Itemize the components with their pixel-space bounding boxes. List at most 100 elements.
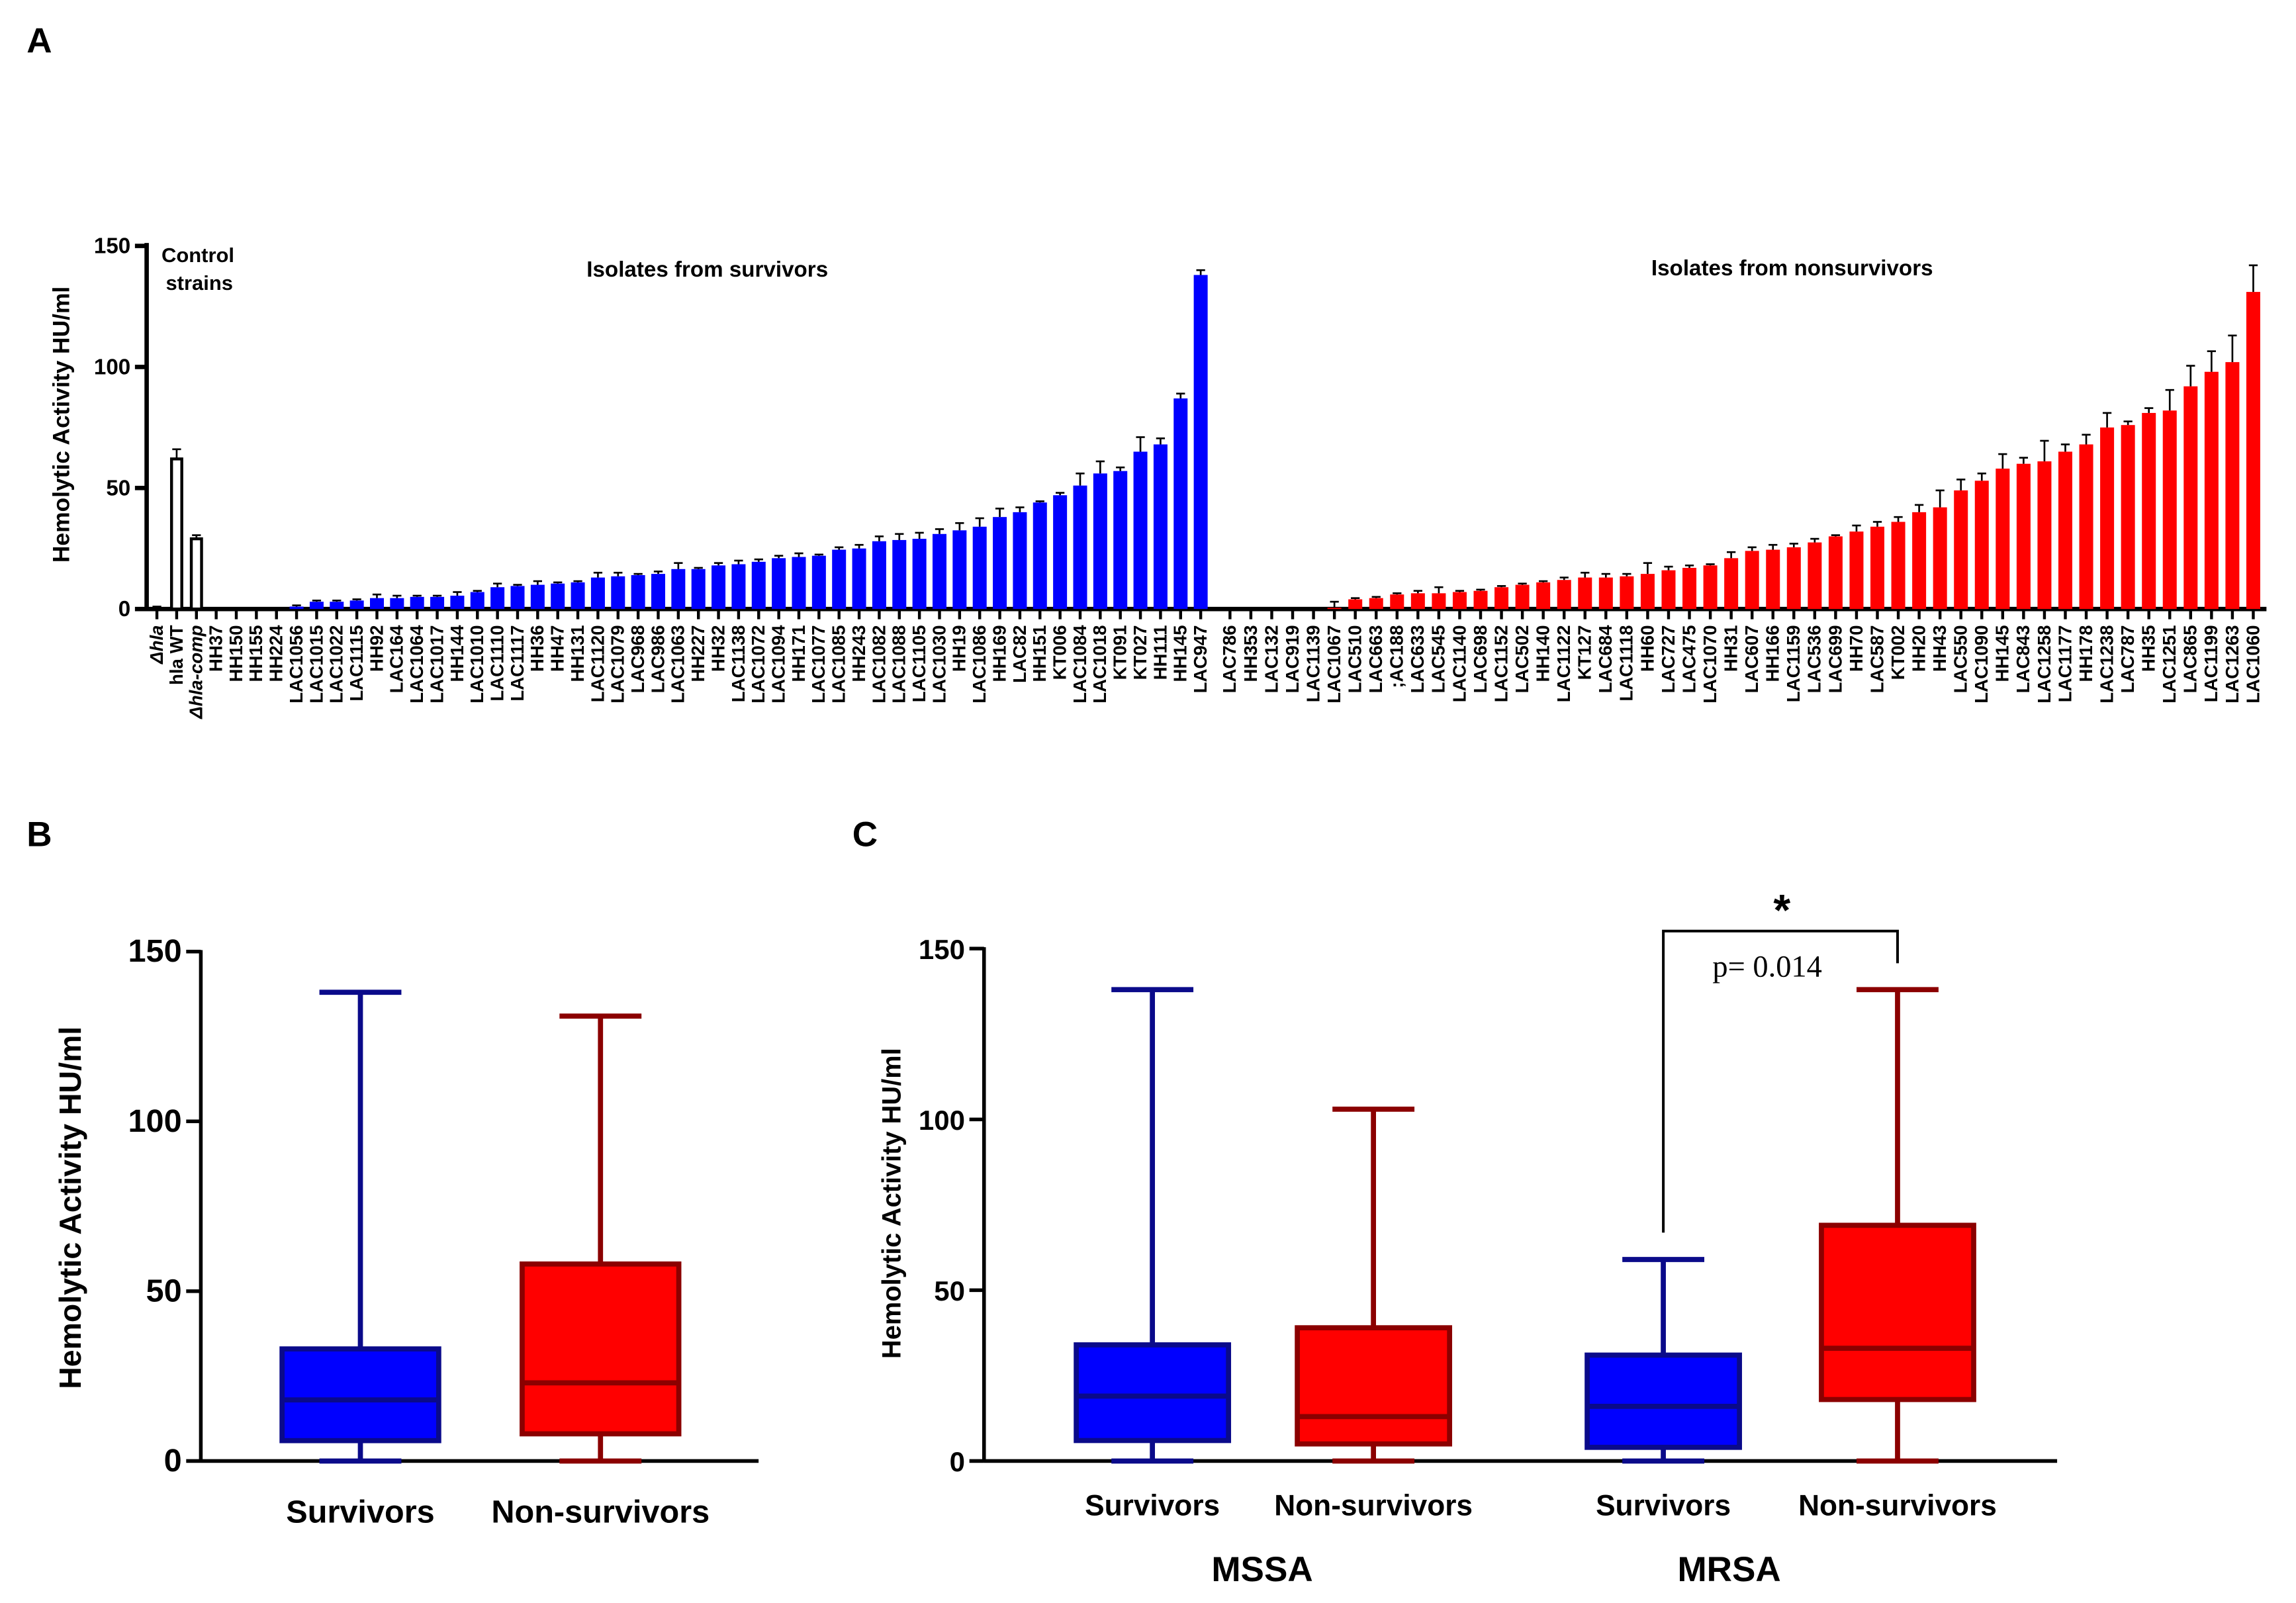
bar-LAC1085 bbox=[832, 549, 847, 610]
y-tick-label: 0 bbox=[164, 1443, 182, 1479]
x-tick-label: LAC1017 bbox=[426, 625, 447, 703]
x-tick-label: LAC132 bbox=[1261, 625, 1281, 693]
bar-HH145 bbox=[1996, 469, 2010, 610]
bar-LAC1064 bbox=[410, 596, 424, 610]
bar-LAC1122 bbox=[1557, 580, 1571, 610]
x-tick-label: LAC1251 bbox=[2159, 625, 2180, 703]
box-Survivors bbox=[279, 1346, 441, 1443]
x-tick-label: LAC1018 bbox=[1089, 625, 1110, 703]
x-tick-label: LAC1086 bbox=[969, 625, 989, 703]
bar-LAC1063 bbox=[671, 569, 686, 610]
x-tick-label: HH243 bbox=[849, 625, 869, 682]
bar-KT027 bbox=[1133, 451, 1148, 610]
x-tick-label: LAC1115 bbox=[346, 625, 367, 701]
bar-LAC843 bbox=[2016, 463, 2031, 610]
x-tick-label: LAC536 bbox=[1804, 625, 1825, 693]
x-tick-label: KT091 bbox=[1110, 625, 1130, 680]
bar-LAC1159 bbox=[1786, 547, 1801, 610]
x-tick-label: LAC1118 bbox=[1616, 625, 1637, 701]
bar-LAC1086 bbox=[972, 526, 987, 610]
box-Non-survivors bbox=[1295, 1325, 1453, 1447]
bar-LAC1072 bbox=[751, 561, 766, 610]
bar-LAC1138 bbox=[731, 564, 746, 610]
x-tick-label: LAC1177 bbox=[2054, 625, 2075, 702]
panel-a-bar-chart: Hemolytic Activity HU/ml Control strains… bbox=[48, 234, 2267, 719]
x-tick-label: HH47 bbox=[547, 625, 568, 672]
x-tick-label: LAC1152 bbox=[1491, 625, 1511, 702]
x-tick-label: LAC1082 bbox=[868, 625, 889, 703]
x-tick-label: LAC1122 bbox=[1553, 625, 1574, 702]
x-tick-label: HH60 bbox=[1637, 625, 1657, 672]
x-tick-label: LAC663 bbox=[1365, 625, 1386, 693]
x-tick-label: LAC1067 bbox=[1324, 625, 1344, 703]
bar-LAC684 bbox=[1598, 577, 1613, 610]
bar-LAC607 bbox=[1745, 551, 1759, 610]
x-tick-label: HH31 bbox=[1720, 625, 1741, 672]
bar-LAC502 bbox=[1515, 584, 1530, 610]
y-axis-label: Hemolytic Activity HU/ml bbox=[48, 287, 74, 563]
x-tick-label: Survivors bbox=[1085, 1489, 1220, 1522]
x-tick-label: KT027 bbox=[1130, 625, 1150, 680]
x-tick-label: LAC843 bbox=[2013, 625, 2033, 693]
bar-LAC1115 bbox=[349, 600, 364, 610]
x-tick-label: Non-survivors bbox=[1274, 1489, 1473, 1522]
x-tick-label: LAC1258 bbox=[2034, 625, 2054, 703]
y-tick-label: 0 bbox=[118, 597, 130, 621]
x-tick-label: LAC502 bbox=[1512, 625, 1532, 693]
x-tick-label: HH145 bbox=[1170, 625, 1191, 682]
x-tick-label: LAC1117 bbox=[507, 625, 528, 701]
x-tick-label: LAC545 bbox=[1428, 625, 1449, 693]
x-tick-label: hla WT bbox=[166, 625, 187, 685]
panel-c-box-plot: Hemolytic Activity HU/ml MSSA MRSA * p= … bbox=[878, 886, 2058, 1589]
x-tick-label: LAC727 bbox=[1658, 625, 1678, 693]
panel-letter-c: C bbox=[852, 815, 878, 854]
x-tick-label: HH37 bbox=[205, 625, 226, 672]
y-axis-label: Hemolytic Activity HU/ml bbox=[878, 1048, 907, 1359]
panel-letter-b: B bbox=[26, 815, 52, 854]
bar-LAC1010 bbox=[470, 592, 484, 610]
x-tick-label: LAC1060 bbox=[2242, 625, 2263, 703]
x-tick-label: Non-survivors bbox=[491, 1494, 710, 1530]
x-tick-label: HH70 bbox=[1846, 625, 1866, 672]
x-tick-label: ;AC188 bbox=[1387, 625, 1407, 688]
y-tick-label: 50 bbox=[934, 1275, 965, 1306]
y-tick-label: 0 bbox=[950, 1446, 965, 1477]
bar-HH19 bbox=[952, 530, 967, 610]
bar-HH70 bbox=[1849, 531, 1864, 610]
bar-HH35 bbox=[2142, 412, 2156, 610]
bar-Δhla-comp bbox=[189, 537, 203, 611]
x-tick-label: HH150 bbox=[226, 625, 246, 682]
box-Non-survivors bbox=[520, 1261, 682, 1437]
x-tick-label: Survivors bbox=[286, 1494, 434, 1530]
y-tick-label: 50 bbox=[106, 476, 130, 500]
bar-LAC587 bbox=[1870, 526, 1885, 610]
x-tick-label: LAC550 bbox=[1951, 625, 1971, 693]
bar-HH169 bbox=[993, 517, 1007, 610]
y-tick-label: 100 bbox=[919, 1105, 965, 1136]
x-tick-label: LAC699 bbox=[1825, 625, 1845, 693]
x-tick-label: LAC1085 bbox=[829, 625, 849, 703]
x-tick-label: LAC919 bbox=[1282, 625, 1303, 693]
x-tick-label: HH111 bbox=[1150, 625, 1170, 680]
bar-LAC1030 bbox=[932, 533, 946, 610]
x-tick-label: LAC1139 bbox=[1303, 625, 1323, 702]
x-tick-label: LAC786 bbox=[1219, 625, 1240, 693]
x-tick-label: LAC1063 bbox=[668, 625, 688, 703]
group-label-mrsa: MRSA bbox=[1677, 1550, 1780, 1589]
x-tick-label: LAC607 bbox=[1741, 625, 1762, 693]
y-tick-label: 100 bbox=[94, 355, 130, 380]
y-tick-label: 150 bbox=[128, 933, 181, 969]
x-tick-label: LAC1094 bbox=[768, 625, 788, 704]
bar-LAC1258 bbox=[2037, 461, 2052, 610]
bar-LAC1022 bbox=[330, 602, 344, 610]
bar-HH92 bbox=[369, 598, 385, 610]
y-tick-label: 150 bbox=[919, 934, 965, 965]
y-tick-label: 150 bbox=[94, 234, 130, 259]
y-axis-label: Hemolytic Activity HU/ml bbox=[53, 1027, 87, 1389]
bar-LAC699 bbox=[1828, 536, 1843, 610]
bar-LAC1110 bbox=[490, 587, 505, 610]
bar-LAC1152 bbox=[1494, 587, 1509, 610]
bar-LAC1077 bbox=[811, 555, 826, 610]
bar-HH243 bbox=[852, 548, 866, 610]
